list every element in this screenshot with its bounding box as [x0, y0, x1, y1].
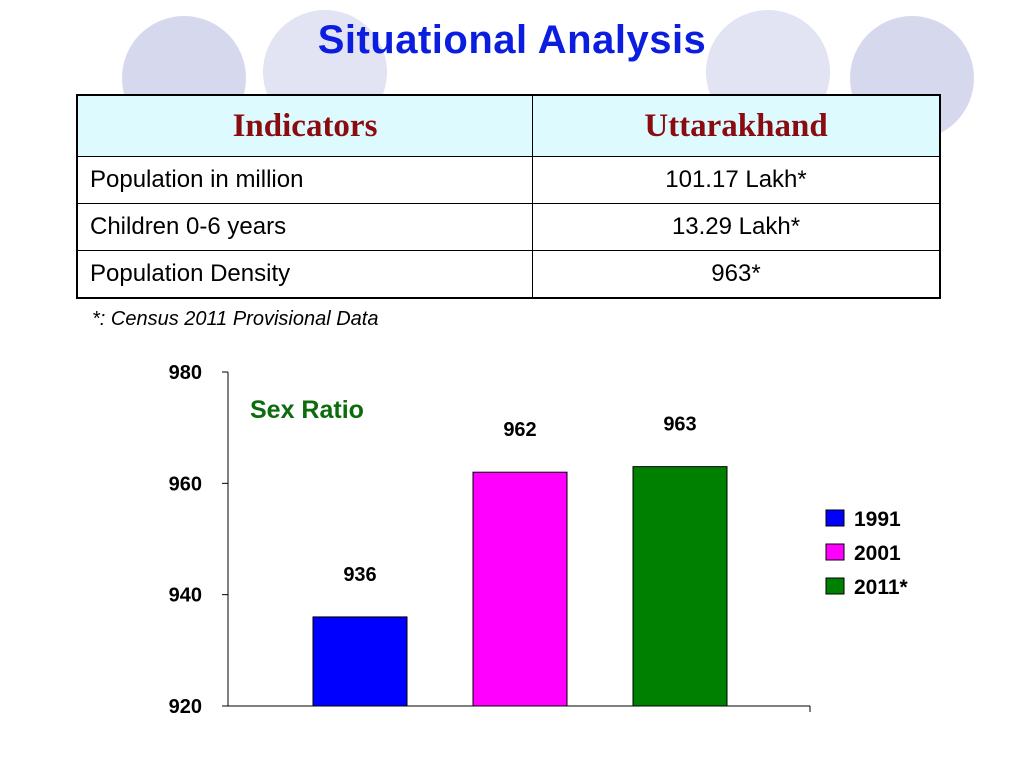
row-label-population: Population in million [76, 156, 533, 204]
y-tick-label: 960 [169, 473, 202, 495]
chart-title: Sex Ratio [250, 396, 364, 424]
legend-label: 2001 [854, 542, 901, 565]
row-value-density: 963* [532, 250, 941, 299]
row-label-density: Population Density [76, 250, 533, 299]
table-row: Population Density 963* [76, 250, 941, 299]
data-label: 936 [343, 564, 376, 586]
table-row: Children 0-6 years 13.29 Lakh* [76, 203, 941, 251]
bar-2011 [632, 466, 728, 707]
row-label-children: Children 0-6 years [76, 203, 533, 251]
row-value-population: 101.17 Lakh* [532, 156, 941, 204]
header-indicators: Indicators [76, 94, 533, 157]
bar-2001 [472, 471, 568, 707]
slide-title: Situational Analysis [317, 18, 707, 62]
header-uttarakhand: Uttarakhand [532, 94, 941, 157]
data-label: 962 [503, 419, 536, 441]
table-row: Population in million 101.17 Lakh* [76, 156, 941, 204]
y-tick-label: 980 [169, 362, 202, 384]
legend-label: 2011* [854, 576, 909, 599]
indicators-table: Indicators Uttarakhand Population in mil… [76, 94, 941, 299]
legend-label: 1991 [854, 508, 901, 531]
y-tick-label: 940 [169, 585, 202, 607]
table-header-row: Indicators Uttarakhand [76, 94, 941, 157]
legend-swatch [825, 577, 845, 595]
bar-1991 [312, 616, 408, 707]
legend-swatch [825, 509, 845, 527]
y-tick-label: 920 [169, 696, 202, 718]
legend-swatch [825, 543, 845, 561]
census-footnote: *: Census 2011 Provisional Data [92, 308, 379, 330]
row-value-children: 13.29 Lakh* [532, 203, 941, 251]
data-label: 963 [663, 414, 696, 436]
